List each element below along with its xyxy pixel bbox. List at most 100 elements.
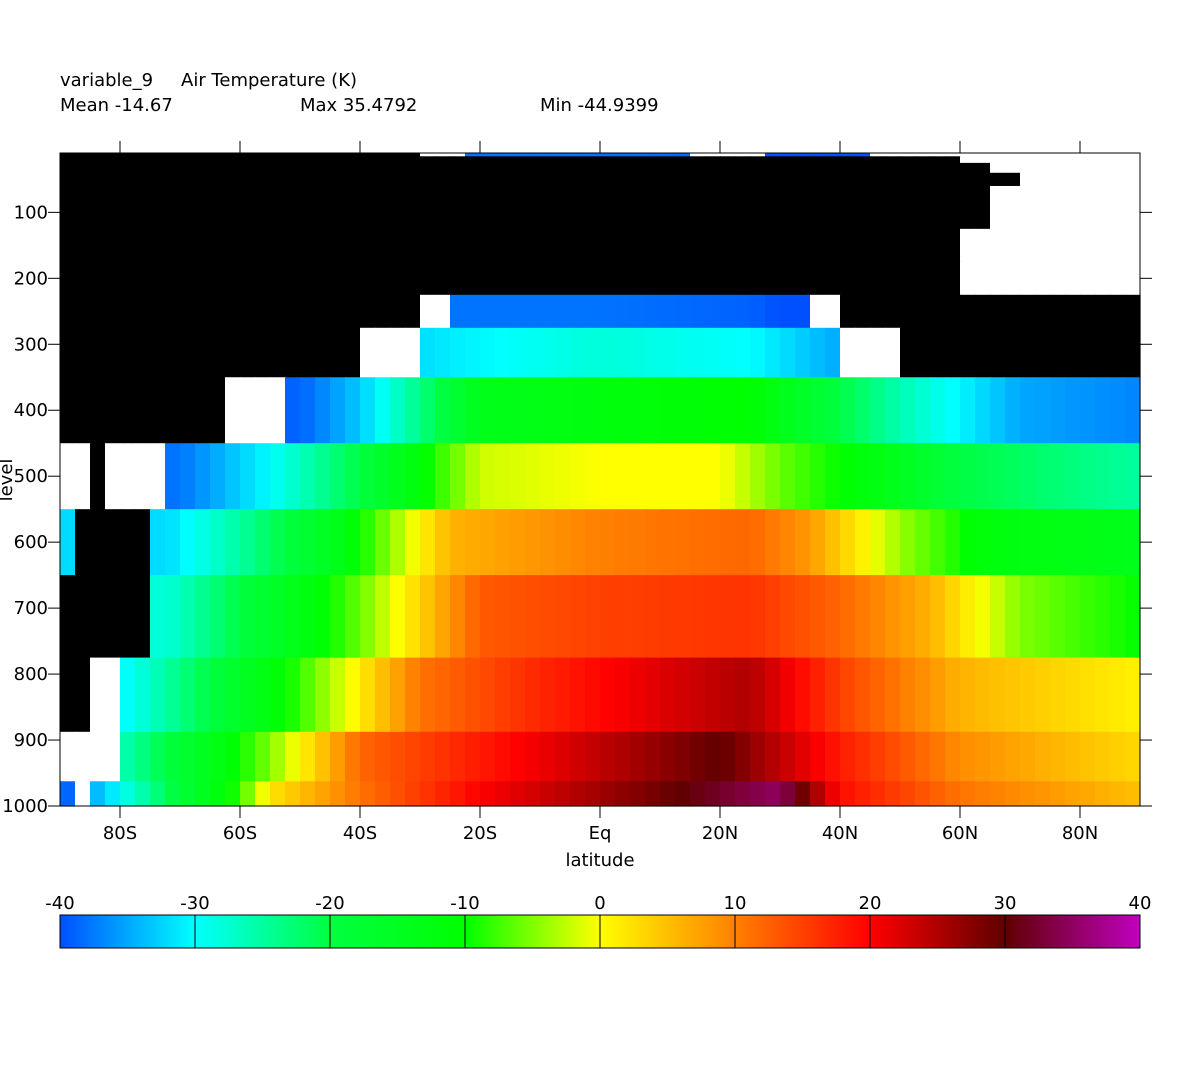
heatmap-cell — [105, 153, 121, 157]
heatmap-cell — [855, 185, 871, 204]
heatmap-cell — [450, 202, 466, 230]
heatmap-cell — [405, 185, 421, 204]
heatmap-cell — [375, 657, 391, 733]
heatmap-cell — [465, 443, 481, 510]
heatmap-cell — [1035, 261, 1051, 296]
heatmap-cell — [840, 781, 856, 807]
heatmap-cell — [765, 327, 781, 378]
heatmap-cell — [495, 377, 511, 444]
heatmap-cell — [75, 185, 91, 204]
heatmap-cell — [60, 185, 76, 204]
heatmap-cell — [1080, 185, 1096, 204]
heatmap-cell — [1080, 509, 1096, 576]
heatmap-cell — [1125, 261, 1141, 296]
heatmap-cell — [690, 156, 706, 164]
heatmap-cell — [930, 294, 946, 329]
heatmap-cell — [360, 172, 376, 187]
heatmap-cell — [285, 731, 301, 782]
heatmap-cell — [1110, 377, 1126, 444]
heatmap-cell — [540, 172, 556, 187]
heatmap-cell — [180, 377, 196, 444]
heatmap-cell — [795, 509, 811, 576]
heatmap-cell — [330, 294, 346, 329]
heatmap-cell — [810, 153, 826, 157]
heatmap-cell — [345, 731, 361, 782]
heatmap-cell — [330, 509, 346, 576]
heatmap-cell — [1005, 509, 1021, 576]
heatmap-cell — [585, 443, 601, 510]
heatmap-cell — [225, 731, 241, 782]
heatmap-cell — [345, 443, 361, 510]
heatmap-cell — [300, 294, 316, 329]
heatmap-cell — [900, 156, 916, 164]
heatmap-cell — [930, 172, 946, 187]
heatmap-cell — [975, 377, 991, 444]
heatmap-cell — [630, 185, 646, 204]
heatmap-cell — [540, 327, 556, 378]
heatmap-cell — [990, 153, 1006, 157]
heatmap-cell — [180, 327, 196, 378]
heatmap-cell — [945, 156, 961, 164]
heatmap-cell — [990, 162, 1006, 174]
heatmap-cell — [285, 327, 301, 378]
heatmap-cell — [735, 327, 751, 378]
heatmap-cell — [960, 327, 976, 378]
heatmap-cell — [615, 294, 631, 329]
heatmap-cell — [240, 185, 256, 204]
heatmap-cell — [510, 202, 526, 230]
heatmap-cell — [390, 261, 406, 296]
heatmap-cell — [750, 172, 766, 187]
heatmap-cell — [285, 377, 301, 444]
heatmap-cell — [660, 443, 676, 510]
heatmap-cell — [210, 731, 226, 782]
heatmap-cell — [720, 509, 736, 576]
heatmap-cell — [255, 261, 271, 296]
heatmap-cell — [210, 575, 226, 659]
heatmap-cell — [300, 781, 316, 807]
heatmap-cell — [255, 657, 271, 733]
heatmap-cell — [975, 294, 991, 329]
heatmap-cell — [915, 153, 931, 157]
heatmap-cell — [525, 294, 541, 329]
heatmap-cell — [90, 156, 106, 164]
heatmap-cell — [75, 327, 91, 378]
heatmap-cell — [180, 261, 196, 296]
heatmap-cell — [255, 202, 271, 230]
heatmap-cell — [300, 657, 316, 733]
heatmap-cell — [60, 509, 76, 576]
heatmap-cell — [270, 156, 286, 164]
heatmap-cell — [555, 509, 571, 576]
heatmap-cell — [570, 294, 586, 329]
heatmap-cell — [1050, 228, 1066, 263]
heatmap-cell — [165, 261, 181, 296]
heatmap-cell — [1005, 228, 1021, 263]
heatmap-cell — [1110, 327, 1126, 378]
heatmap-cell — [615, 575, 631, 659]
heatmap-cell — [330, 443, 346, 510]
heatmap-cell — [720, 185, 736, 204]
heatmap-cell — [465, 162, 481, 174]
heatmap-cell — [120, 657, 136, 733]
heatmap-cell — [1065, 162, 1081, 174]
heatmap-cell — [90, 781, 106, 807]
heatmap-cell — [315, 185, 331, 204]
heatmap-cell — [435, 261, 451, 296]
heatmap-cell — [1095, 443, 1111, 510]
heatmap-cell — [1080, 228, 1096, 263]
heatmap-cell — [270, 202, 286, 230]
heatmap-cell — [645, 261, 661, 296]
heatmap-cell — [225, 202, 241, 230]
heatmap-cell — [660, 657, 676, 733]
heatmap-cell — [315, 162, 331, 174]
heatmap-cell — [300, 156, 316, 164]
heatmap-cell — [630, 509, 646, 576]
heatmap-cell — [420, 327, 436, 378]
heatmap-cell — [120, 185, 136, 204]
heatmap-cell — [1005, 781, 1021, 807]
chart-variable-name: variable_9 — [60, 70, 154, 91]
heatmap-cell — [1020, 228, 1036, 263]
heatmap-cell — [690, 153, 706, 157]
heatmap-cell — [570, 657, 586, 733]
heatmap-cell — [345, 657, 361, 733]
heatmap-cell — [255, 162, 271, 174]
